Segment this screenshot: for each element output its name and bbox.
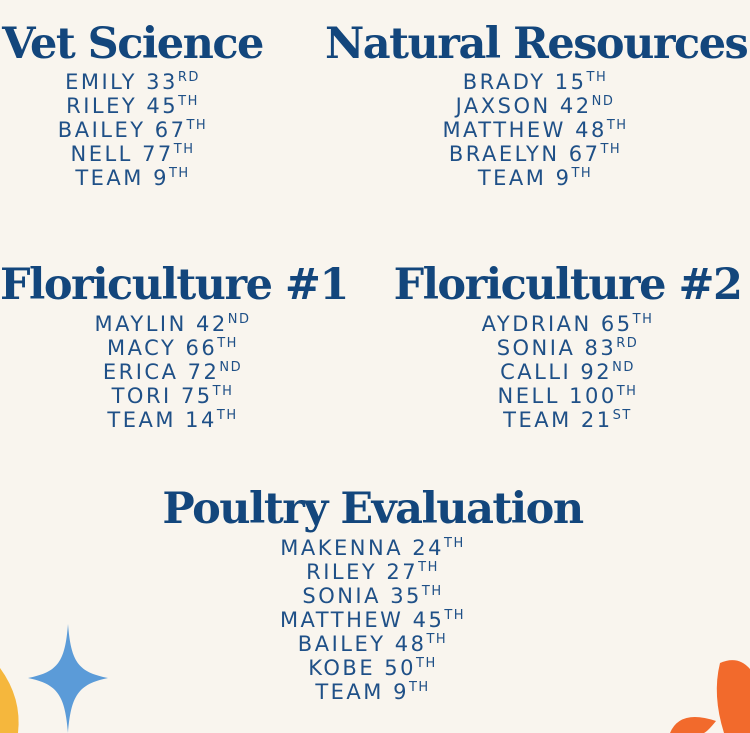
results-list: EMILY 33RD RILEY 45TH BAILEY 67TH NELL 7…	[0, 70, 265, 190]
section-title: Floriculture #2	[393, 260, 743, 310]
list-item: BAILEY 67TH	[57, 118, 208, 142]
list-item: CALLI 92ND	[500, 360, 635, 384]
flower-petals-icon	[670, 660, 750, 733]
list-item: TEAM 21ST	[503, 408, 632, 432]
yellow-leaf-icon	[0, 668, 19, 733]
list-item: TEAM 9TH	[477, 166, 593, 190]
results-list: MAKENNA 24TH RILEY 27TH SONIA 35TH MATTH…	[145, 536, 600, 704]
list-item: ERICA 72ND	[102, 360, 243, 384]
results-list: AYDRIAN 65TH SONIA 83RD CALLI 92ND NELL …	[390, 312, 745, 432]
list-item: EMILY 33RD	[65, 70, 200, 94]
list-item: MACY 66TH	[107, 336, 238, 360]
list-item: MAKENNA 24TH	[280, 536, 465, 560]
list-item: KOBE 50TH	[308, 656, 437, 680]
section-title: Natural Resources	[325, 19, 749, 69]
list-item: AYDRIAN 65TH	[481, 312, 654, 336]
list-item: BRADY 15TH	[462, 70, 608, 94]
section-natural-resources: Natural Resources BRADY 15TH JAXSON 42ND…	[325, 18, 749, 190]
list-item: TORI 75TH	[111, 384, 234, 408]
list-item: TEAM 14TH	[107, 408, 238, 432]
list-item: BRAELYN 67TH	[448, 142, 622, 166]
list-item: MAYLIN 42ND	[94, 312, 251, 336]
list-item: MATTHEW 48TH	[442, 118, 628, 142]
list-item: BAILEY 48TH	[297, 632, 448, 656]
list-item: NELL 77TH	[70, 142, 195, 166]
section-title: Poultry Evaluation	[162, 484, 584, 534]
list-item: SONIA 83RD	[496, 336, 639, 360]
sparkle-icon	[28, 624, 108, 733]
section-floriculture-1: Floriculture #1 MAYLIN 42ND MACY 66TH ER…	[0, 258, 349, 432]
section-title: Vet Science	[2, 19, 264, 69]
list-item: RILEY 45TH	[66, 94, 199, 118]
list-item: NELL 100TH	[497, 384, 638, 408]
list-item: TEAM 9TH	[75, 166, 190, 190]
list-item: MATTHEW 45TH	[279, 608, 466, 632]
results-list: BRADY 15TH JAXSON 42ND MATTHEW 48TH BRAE…	[325, 70, 745, 190]
section-poultry-evaluation: Poultry Evaluation MAKENNA 24TH RILEY 27…	[145, 482, 600, 704]
results-list: MAYLIN 42ND MACY 66TH ERICA 72ND TORI 75…	[0, 312, 345, 432]
section-vet-science: Vet Science EMILY 33RD RILEY 45TH BAILEY…	[0, 18, 265, 190]
section-title: Floriculture #1	[0, 260, 349, 310]
list-item: RILEY 27TH	[306, 560, 439, 584]
list-item: SONIA 35TH	[302, 584, 443, 608]
list-item: TEAM 9TH	[315, 680, 430, 704]
list-item: JAXSON 42ND	[455, 94, 615, 118]
section-floriculture-2: Floriculture #2 AYDRIAN 65TH SONIA 83RD …	[390, 258, 745, 432]
